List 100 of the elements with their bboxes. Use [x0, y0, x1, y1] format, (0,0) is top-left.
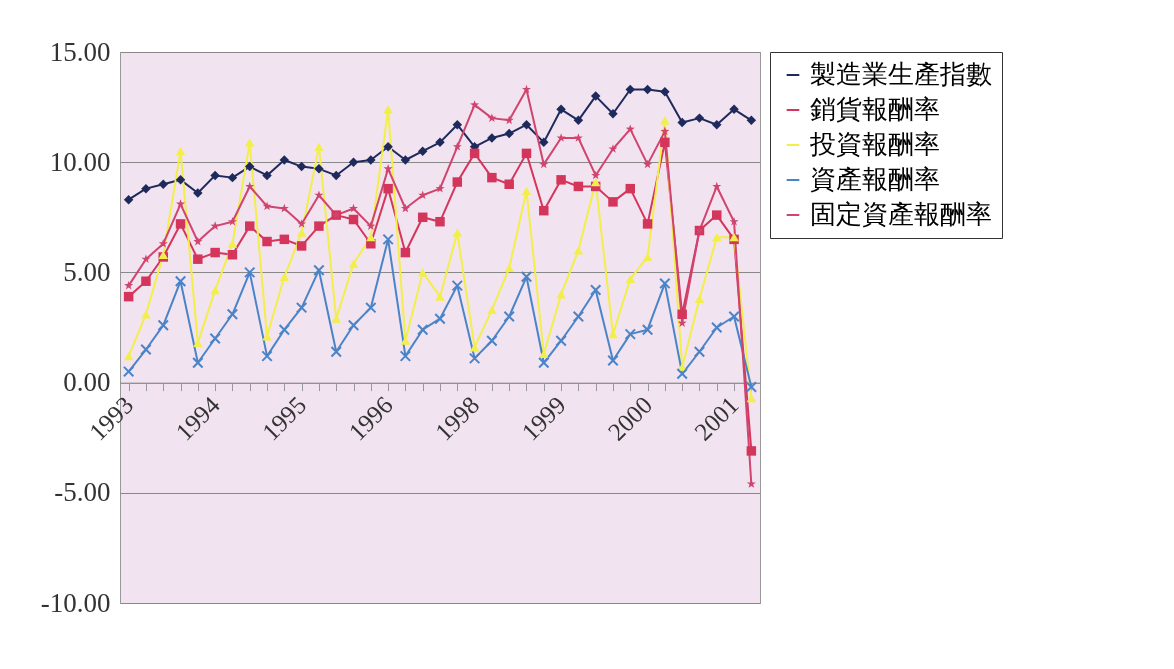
point: [192, 357, 204, 369]
point: [676, 368, 688, 380]
point: [243, 266, 256, 279]
point: [210, 247, 220, 258]
point: [383, 164, 393, 173]
point: [141, 276, 151, 286]
point: [279, 155, 290, 165]
point: [383, 105, 393, 114]
point: [382, 233, 394, 246]
point: [539, 205, 549, 216]
point: [122, 365, 135, 378]
point: [712, 119, 722, 130]
point: [572, 310, 585, 323]
point: [521, 119, 532, 130]
point: [175, 175, 186, 185]
point: [227, 250, 238, 260]
point: [641, 323, 654, 336]
y-tick-label: 5.00: [63, 256, 111, 287]
point: [279, 234, 290, 245]
point: [400, 155, 411, 165]
point: [608, 144, 618, 153]
point: [452, 119, 463, 130]
point: [210, 221, 220, 230]
point: [556, 104, 566, 115]
point: [468, 352, 481, 365]
point: [227, 239, 238, 248]
y-tick-label: 0.00: [63, 367, 111, 398]
point: [487, 172, 497, 183]
point: [295, 301, 308, 314]
point: [728, 310, 740, 323]
point: [470, 100, 480, 109]
point: [556, 133, 566, 142]
point: [642, 84, 653, 95]
point: [227, 216, 237, 226]
point: [746, 115, 757, 126]
point: [521, 148, 532, 159]
point: [313, 264, 325, 276]
point: [660, 126, 670, 136]
point: [348, 259, 359, 268]
point: [348, 157, 359, 167]
point: [451, 279, 464, 292]
point: [625, 124, 635, 133]
point: [226, 308, 239, 321]
point: [124, 280, 134, 290]
legend-label: 投資報酬率: [809, 130, 940, 159]
point: [175, 219, 186, 229]
point: [157, 319, 169, 332]
point: [504, 128, 514, 139]
point: [296, 161, 307, 172]
y-tick-label: -5.00: [54, 477, 111, 508]
point: [365, 301, 377, 314]
point: [521, 186, 532, 195]
legend-label: 製造業生產指數: [810, 60, 992, 89]
point: [642, 219, 653, 229]
point: [330, 346, 342, 358]
point: [591, 170, 601, 180]
point: [416, 323, 429, 336]
point: [349, 203, 359, 213]
point: [314, 190, 324, 200]
point: [175, 147, 186, 156]
point: [400, 203, 410, 213]
point: [520, 271, 533, 283]
point: [745, 381, 758, 393]
point: [469, 148, 480, 159]
point: [245, 181, 255, 191]
point: [400, 247, 411, 258]
point: [158, 179, 168, 189]
point: [141, 183, 151, 194]
point: [693, 346, 706, 358]
point: [435, 137, 445, 148]
point: [452, 142, 462, 151]
point: [193, 236, 203, 246]
point: [141, 310, 151, 319]
point: [643, 159, 653, 169]
point: [694, 113, 705, 123]
point: [262, 236, 272, 247]
point: [589, 284, 602, 296]
legend-label: 固定資產報酬率: [810, 200, 992, 229]
point: [123, 194, 134, 205]
point: [712, 233, 722, 242]
y-tick-label: -10.00: [40, 587, 111, 618]
point: [521, 84, 531, 94]
point: [504, 115, 514, 125]
point: [210, 285, 220, 295]
point: [434, 312, 446, 325]
point: [677, 117, 687, 128]
point: [712, 181, 722, 191]
point: [435, 183, 445, 193]
point: [174, 275, 187, 287]
point: [176, 199, 186, 208]
point: [417, 146, 428, 156]
point: [244, 161, 255, 172]
point: [383, 183, 393, 194]
point: [399, 350, 412, 362]
point: [314, 221, 324, 231]
point: [296, 241, 307, 251]
point: [123, 352, 134, 361]
point: [297, 219, 307, 228]
point: [711, 321, 723, 334]
point: [417, 268, 428, 277]
